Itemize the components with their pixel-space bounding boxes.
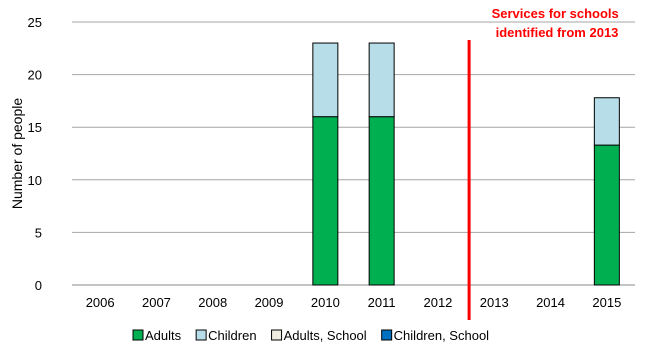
bars-layer [312,42,620,286]
bar-segment-adults-2015 [593,144,620,286]
x-tick-label: 2012 [423,295,452,310]
annotation-line-2: identified from 2013 [496,25,619,40]
legend-label-children: Children [208,328,256,343]
y-tick-label: 25 [28,15,42,30]
y-axis-title: Number of people [9,98,25,210]
y-tick-label: 5 [35,225,42,240]
x-tick-label: 2010 [311,295,340,310]
grid-layer [72,21,635,233]
annotation-layer: Services for schools identified from 201… [467,6,623,320]
x-tick-label: 2006 [86,295,115,310]
annotation-text: Services for schools identified from 201… [492,6,623,40]
x-tick-label: 2014 [536,295,565,310]
bar-segment-children-2010 [312,42,339,118]
y-tick-label: 0 [35,278,42,293]
x-tick-label: 2013 [480,295,509,310]
legend-swatch-children-school [381,329,393,341]
bar-segment-children-2015 [593,97,620,146]
legend-label-children-school: Children, School [394,328,489,343]
x-tick-label: 2011 [368,295,396,310]
x-tick-label: 2015 [592,295,621,310]
legend-swatch-adults-school [271,329,283,341]
x-tick-label: 2009 [255,295,284,310]
axis-layer: 0 5 10 15 20 25 2006 2007 2008 2009 2010 2011 2012 20… [28,15,635,310]
bar-segment-adults-2010 [312,116,339,286]
legend-label-adults: Adults [145,328,182,343]
annotation-line-1: Services for schools [492,6,619,21]
x-tick-label: 2007 [142,295,171,310]
legend-label-adults-school: Adults, School [284,328,367,343]
y-tick-label: 15 [28,120,42,135]
x-tick-label: 2008 [198,295,227,310]
bar-segment-children-2011 [368,42,395,118]
legend-swatch-adults [132,329,144,341]
legend-swatch-children [195,329,207,341]
legend: Adults Children Adults, School Children, Sc… [132,328,489,343]
bar-segment-adults-2011 [368,116,395,286]
y-tick-label: 20 [28,68,42,83]
y-tick-label: 10 [28,173,42,188]
